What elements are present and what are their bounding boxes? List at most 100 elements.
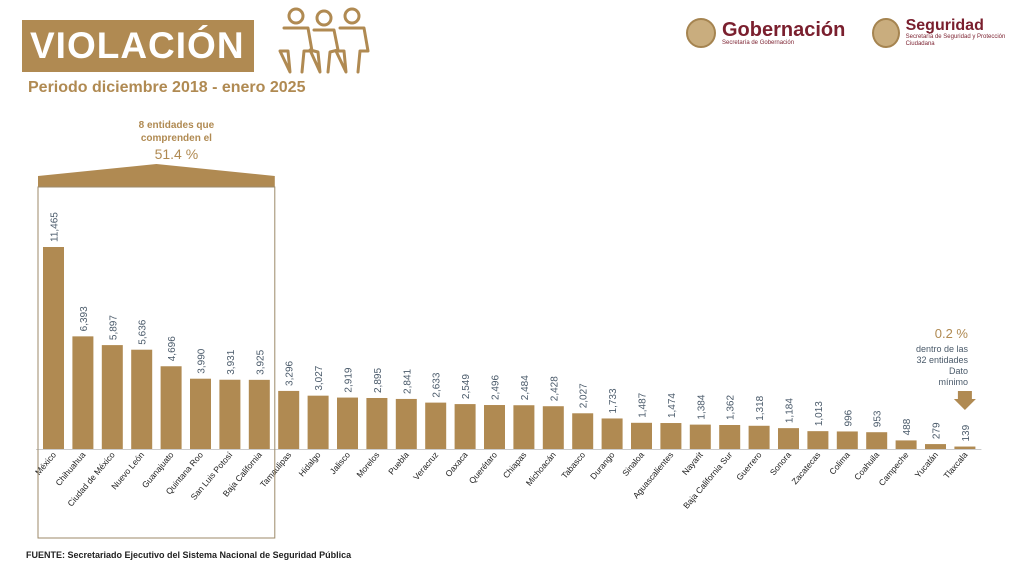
gobernacion-name: Gobernación	[722, 18, 846, 41]
category-tick-label: Oaxaca	[443, 450, 470, 479]
category-tick-label: Campeche	[877, 450, 911, 488]
bar-value-label: 1,184	[785, 398, 796, 423]
bar	[895, 440, 917, 449]
page-title: VIOLACIÓN	[30, 25, 245, 66]
bar-value-label: 2,484	[520, 375, 531, 400]
bar-value-label: 5,897	[108, 315, 119, 340]
min-note-percent: 0.2 %	[935, 326, 969, 341]
min-note-line: dentro de las	[916, 344, 969, 354]
bar-value-label: 1,362	[726, 395, 737, 420]
bar	[631, 422, 652, 449]
bar-value-label: 953	[873, 410, 884, 427]
source-note: FUENTE: Secretariado Ejecutivo del Siste…	[26, 550, 352, 560]
bar	[72, 336, 94, 449]
bar-value-label: 6,393	[79, 306, 90, 331]
bar	[484, 405, 505, 449]
bar-value-label: 2,841	[402, 368, 413, 393]
bar	[601, 418, 623, 449]
bar	[866, 432, 888, 449]
group-note-percent: 51.4 %	[155, 146, 199, 162]
category-tick-label: Nayarit	[680, 449, 705, 477]
bar-value-label: 139	[961, 424, 972, 441]
bar-value-label: 2,027	[579, 383, 590, 408]
bar	[101, 345, 123, 449]
bar-value-label: 2,496	[491, 375, 502, 400]
category-tick-label: Guerrero	[734, 450, 764, 483]
category-tick-label: Querétaro	[467, 450, 499, 486]
bar-value-label: 1,318	[755, 395, 766, 420]
bar	[160, 366, 182, 449]
category-tick-label: Puebla	[386, 450, 411, 477]
bar	[278, 390, 300, 449]
bar	[219, 379, 241, 449]
bar-value-label: 3,931	[226, 349, 237, 374]
bar-value-label: 5,636	[138, 319, 149, 344]
category-tick-label: Hidalgo	[296, 450, 322, 479]
bar-value-label: 2,895	[373, 368, 384, 393]
category-tick-label: México	[33, 450, 58, 477]
bar-value-label: 2,633	[432, 372, 443, 397]
national-seal-icon	[686, 18, 716, 48]
bar-value-label: 488	[902, 418, 913, 435]
bar	[836, 431, 858, 449]
bar	[395, 398, 417, 449]
bar	[542, 406, 564, 449]
group-note-line1: 8 entidades que	[139, 120, 215, 131]
category-tick-label: Morelos	[354, 450, 381, 480]
category-tick-label: Durango	[588, 450, 617, 482]
bar	[954, 446, 976, 449]
bar-value-label: 279	[932, 422, 943, 439]
category-tick-label: Michoacán	[524, 450, 558, 488]
bar-value-label: 1,487	[638, 392, 649, 417]
bar-value-label: 2,428	[549, 376, 560, 401]
bar	[190, 378, 211, 449]
seguridad-logo: Seguridad Secretaría de Seguridad y Prot…	[872, 18, 1024, 48]
bar	[748, 425, 770, 449]
category-tick-label: Yucatán	[913, 450, 941, 480]
bar-value-label: 3,990	[197, 348, 208, 373]
bar	[366, 397, 388, 449]
bar	[337, 397, 358, 449]
min-note-line: 32 entidades	[916, 355, 968, 365]
category-tick-label: Jalisco	[328, 450, 353, 477]
group-note-line2: comprenden el	[141, 133, 212, 144]
bar-value-label: 3,027	[314, 365, 325, 390]
bar-value-label: 1,384	[696, 394, 707, 419]
bar	[778, 428, 799, 449]
bar	[425, 402, 447, 449]
bar	[307, 395, 329, 449]
bar	[454, 404, 476, 449]
min-note-line: Dato	[949, 366, 968, 376]
gobernacion-logo: Gobernación Secretaría de Gobernación	[686, 18, 845, 48]
bar	[131, 349, 153, 449]
bar-value-label: 11,465	[50, 212, 61, 242]
title-banner: VIOLACIÓN	[22, 20, 254, 72]
bar	[43, 247, 64, 449]
bar-value-label: 996	[843, 409, 854, 426]
bar-value-label: 1,013	[814, 401, 825, 426]
category-tick-label: Tabasco	[559, 450, 587, 481]
bar-value-label: 1,474	[667, 393, 678, 418]
bar-value-label: 1,733	[608, 388, 619, 413]
national-seal-icon	[872, 18, 900, 48]
bar	[660, 423, 682, 449]
min-arrow-down-icon	[953, 391, 976, 410]
category-tick-label: Tlaxcala	[941, 450, 969, 481]
group-bracket-arrow	[38, 164, 275, 187]
bar	[719, 425, 741, 449]
min-note-line: mínimo	[938, 377, 968, 387]
category-tick-label: Colima	[827, 450, 852, 477]
group-highlight-box	[37, 186, 276, 539]
bar	[925, 444, 946, 449]
bar-value-label: 3,925	[255, 349, 266, 374]
seguridad-name: Seguridad	[905, 17, 984, 35]
bar-value-label: 4,696	[167, 336, 178, 361]
group-of-people-icon	[278, 7, 370, 74]
bar	[513, 405, 535, 449]
bar-value-label: 2,549	[461, 374, 472, 399]
gobernacion-tagline: Secretaría de Gobernación	[722, 39, 795, 46]
bar	[689, 424, 711, 449]
category-tick-label: Sonora	[768, 450, 793, 478]
bar	[807, 431, 829, 449]
